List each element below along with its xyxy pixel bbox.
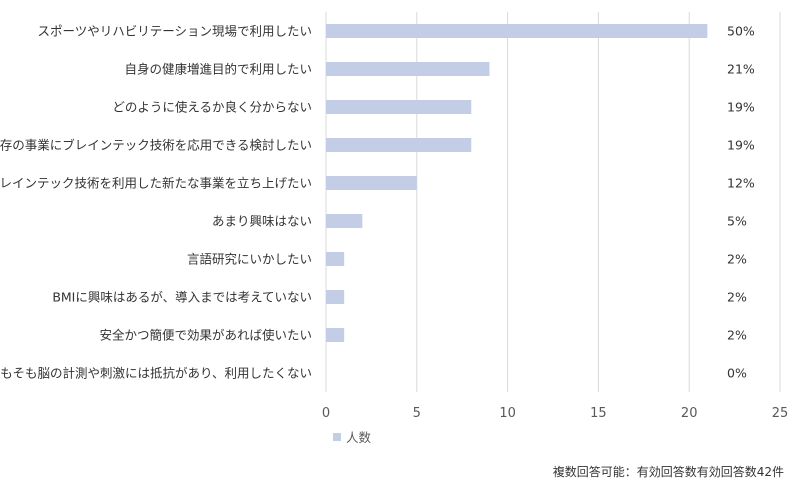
percent-label: 2%: [727, 290, 747, 305]
category-label: スポーツやリハビリテーション現場で利用したい: [37, 24, 312, 39]
bar: [326, 138, 472, 152]
category-label: あまり興味はない: [212, 214, 312, 229]
bar: [326, 214, 363, 228]
bar: [326, 100, 472, 114]
x-tick-label: 0: [322, 406, 330, 421]
percent-label: 5%: [727, 214, 747, 229]
percent-label: 2%: [727, 328, 747, 343]
percent-label: 19%: [727, 100, 755, 115]
bar: [326, 328, 345, 342]
percent-label: 2%: [727, 252, 747, 267]
percent-label: 0%: [727, 366, 747, 381]
percent-label: 19%: [727, 138, 755, 153]
x-tick-label: 5: [413, 406, 421, 421]
category-label: 言語研究にいかしたい: [187, 252, 312, 267]
category-label: 自身の健康増進目的で利用したい: [124, 62, 312, 77]
bar: [326, 290, 345, 304]
percent-label: 21%: [727, 62, 755, 77]
category-labels: スポーツやリハビリテーション現場で利用したい自身の健康増進目的で利用したいどのよ…: [0, 24, 312, 381]
percent-labels: 50% 21% 19% 19% 12% 5% 2% 2% 2% 0%: [727, 24, 755, 381]
category-label: BMIに興味はあるが、導入までは考えていない: [52, 290, 312, 305]
x-tick-label: 20: [681, 406, 698, 421]
x-tick-label: 10: [499, 406, 516, 421]
category-label: どのように使えるか良く分からない: [112, 100, 312, 115]
category-label: ブレインテック技術を利用した新たな事業を立ち上げたい: [0, 176, 312, 191]
x-tick-labels: 0 5 10 15 20 25: [322, 406, 788, 421]
x-tick-label: 15: [590, 406, 607, 421]
bar: [326, 62, 490, 76]
bar: [326, 24, 708, 38]
x-tick-label: 25: [772, 406, 789, 421]
legend-label: 人数: [346, 430, 372, 445]
bar: [326, 252, 345, 266]
legend-swatch: [333, 433, 341, 441]
category-label: 安全かつ簡便で効果があれば使いたい: [99, 328, 312, 343]
legend: 人数: [333, 430, 372, 445]
category-label: そもそも脳の計測や刺激には抵抗があり、利用したくない: [0, 366, 312, 381]
response-note: 複数回答可能：有効回答数有効回答数42件: [552, 465, 784, 479]
percent-label: 50%: [727, 24, 755, 39]
bars: [326, 24, 708, 342]
category-label: 既存の事業にブレインテック技術を応用できる検討したい: [0, 138, 312, 153]
percent-label: 12%: [727, 176, 755, 191]
bar: [326, 176, 417, 190]
